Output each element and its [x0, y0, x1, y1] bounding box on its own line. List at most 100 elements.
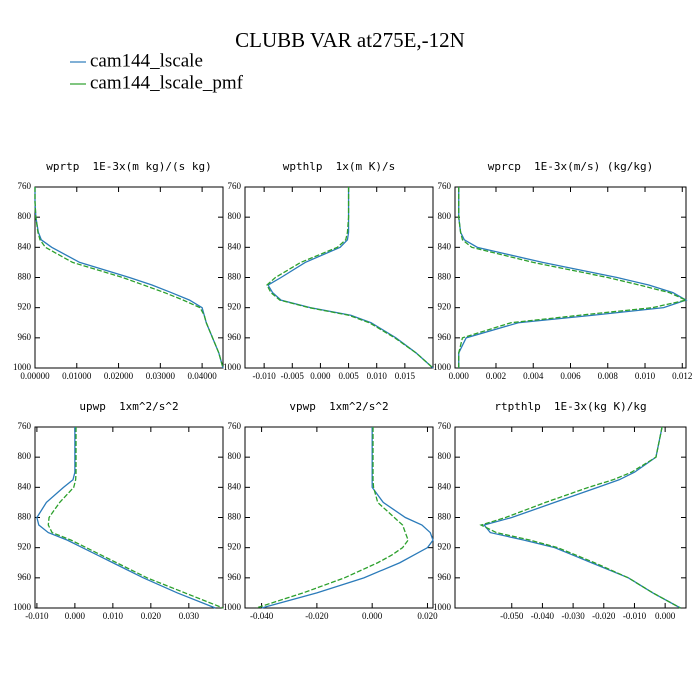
- y-tick-label: 760: [438, 421, 452, 431]
- y-tick-label: 920: [438, 542, 452, 552]
- panel-title: upwp 1xm^2/s^2: [79, 400, 178, 413]
- profile-line: [479, 426, 681, 609]
- profile-line: [458, 187, 689, 368]
- profile-line: [34, 187, 224, 369]
- x-tick-label: 0.010: [367, 371, 388, 381]
- x-tick-label: 0.03000: [146, 371, 176, 381]
- y-tick-label: 1000: [433, 362, 452, 372]
- panel-title: vpwp 1xm^2/s^2: [289, 400, 388, 413]
- y-tick-label: 1000: [223, 602, 242, 612]
- y-tick-label: 800: [438, 451, 452, 461]
- y-tick-label: 840: [438, 481, 452, 491]
- x-tick-label: 0.000: [310, 371, 331, 381]
- x-tick-label: -0.010: [623, 611, 647, 621]
- panel-title: rtpthlp 1E-3x(kg K)/kg: [494, 400, 646, 413]
- y-tick-label: 920: [228, 542, 242, 552]
- y-tick-label: 1000: [223, 362, 242, 372]
- legend-label: cam144_lscale: [90, 50, 203, 71]
- x-tick-label: -0.010: [253, 371, 277, 381]
- x-tick-label: -0.010: [25, 611, 49, 621]
- x-tick-label: -0.020: [305, 611, 329, 621]
- y-tick-label: 920: [18, 542, 32, 552]
- y-tick-label: 760: [18, 421, 32, 431]
- y-tick-label: 800: [18, 451, 32, 461]
- y-tick-label: 960: [18, 572, 32, 582]
- x-tick-label: -0.030: [561, 611, 585, 621]
- plot-frame: [454, 426, 687, 609]
- y-tick-label: 840: [18, 241, 32, 251]
- x-tick-label: -0.005: [281, 371, 305, 381]
- y-tick-label: 880: [438, 512, 452, 522]
- x-tick-label: 0.004: [523, 371, 544, 381]
- y-tick-label: 920: [438, 302, 452, 312]
- y-tick-label: 960: [438, 332, 452, 342]
- x-tick-label: 0.01000: [62, 371, 92, 381]
- profile-line: [36, 427, 216, 609]
- legend-label: cam144_lscale_pmf: [90, 72, 244, 93]
- x-tick-label: 0.000: [65, 611, 86, 621]
- x-tick-label: 0.012: [672, 371, 692, 381]
- y-tick-label: 840: [438, 241, 452, 251]
- x-tick-label: 0.02000: [104, 371, 134, 381]
- y-tick-label: 800: [228, 211, 242, 221]
- x-tick-label: -0.040: [531, 611, 555, 621]
- y-tick-label: 800: [18, 211, 32, 221]
- y-tick-label: 760: [228, 421, 242, 431]
- x-tick-label: 0.000: [362, 611, 383, 621]
- y-tick-label: 800: [228, 451, 242, 461]
- profile-line: [458, 187, 688, 368]
- x-tick-label: 0.002: [486, 371, 506, 381]
- x-tick-label: 0.008: [598, 371, 619, 381]
- profile-line: [483, 426, 681, 609]
- x-tick-label: 0.015: [395, 371, 416, 381]
- y-tick-label: 840: [228, 241, 242, 251]
- y-tick-label: 760: [18, 181, 32, 191]
- x-tick-label: 0.010: [635, 371, 656, 381]
- y-tick-label: 880: [18, 272, 32, 282]
- x-tick-label: -0.050: [500, 611, 524, 621]
- y-tick-label: 1000: [13, 362, 32, 372]
- x-tick-label: 0.030: [179, 611, 200, 621]
- y-tick-label: 840: [18, 481, 32, 491]
- x-tick-label: 0.020: [141, 611, 162, 621]
- y-tick-label: 800: [438, 211, 452, 221]
- profile-line: [267, 187, 434, 369]
- y-tick-label: 880: [18, 512, 32, 522]
- profile-line: [266, 187, 434, 369]
- x-tick-label: 0.006: [560, 371, 581, 381]
- x-tick-label: -0.020: [592, 611, 616, 621]
- profile-line: [34, 187, 224, 369]
- y-tick-label: 960: [228, 572, 242, 582]
- x-tick-label: 0.04000: [187, 371, 217, 381]
- x-tick-label: -0.040: [250, 611, 274, 621]
- x-tick-label: 0.005: [338, 371, 359, 381]
- profile-line: [261, 427, 434, 609]
- y-tick-label: 760: [228, 181, 242, 191]
- x-tick-label: 0.020: [417, 611, 438, 621]
- x-tick-label: 0.010: [103, 611, 124, 621]
- figure-title: CLUBB VAR at275E,-12N: [235, 28, 465, 52]
- plot-frame: [454, 186, 687, 369]
- y-tick-label: 880: [228, 512, 242, 522]
- y-tick-label: 920: [228, 302, 242, 312]
- y-tick-label: 960: [18, 332, 32, 342]
- plot-frame: [244, 186, 434, 369]
- panel-title: wpthlp 1x(m K)/s: [283, 160, 396, 173]
- y-tick-label: 960: [438, 572, 452, 582]
- panel-title: wprtp 1E-3x(m kg)/(s kg): [46, 160, 212, 173]
- y-tick-label: 960: [228, 332, 242, 342]
- y-tick-label: 1000: [13, 602, 32, 612]
- x-tick-label: 0.000: [655, 611, 676, 621]
- y-tick-label: 1000: [433, 602, 452, 612]
- profile-line: [255, 427, 409, 609]
- panel-title: wprcp 1E-3x(m/s) (kg/kg): [488, 160, 654, 173]
- y-tick-label: 880: [228, 272, 242, 282]
- y-tick-label: 760: [438, 181, 452, 191]
- profile-line: [47, 427, 224, 609]
- y-tick-label: 880: [438, 272, 452, 282]
- plot-frame: [34, 426, 224, 609]
- y-tick-label: 840: [228, 481, 242, 491]
- x-tick-label: 0.000: [449, 371, 470, 381]
- y-tick-label: 920: [18, 302, 32, 312]
